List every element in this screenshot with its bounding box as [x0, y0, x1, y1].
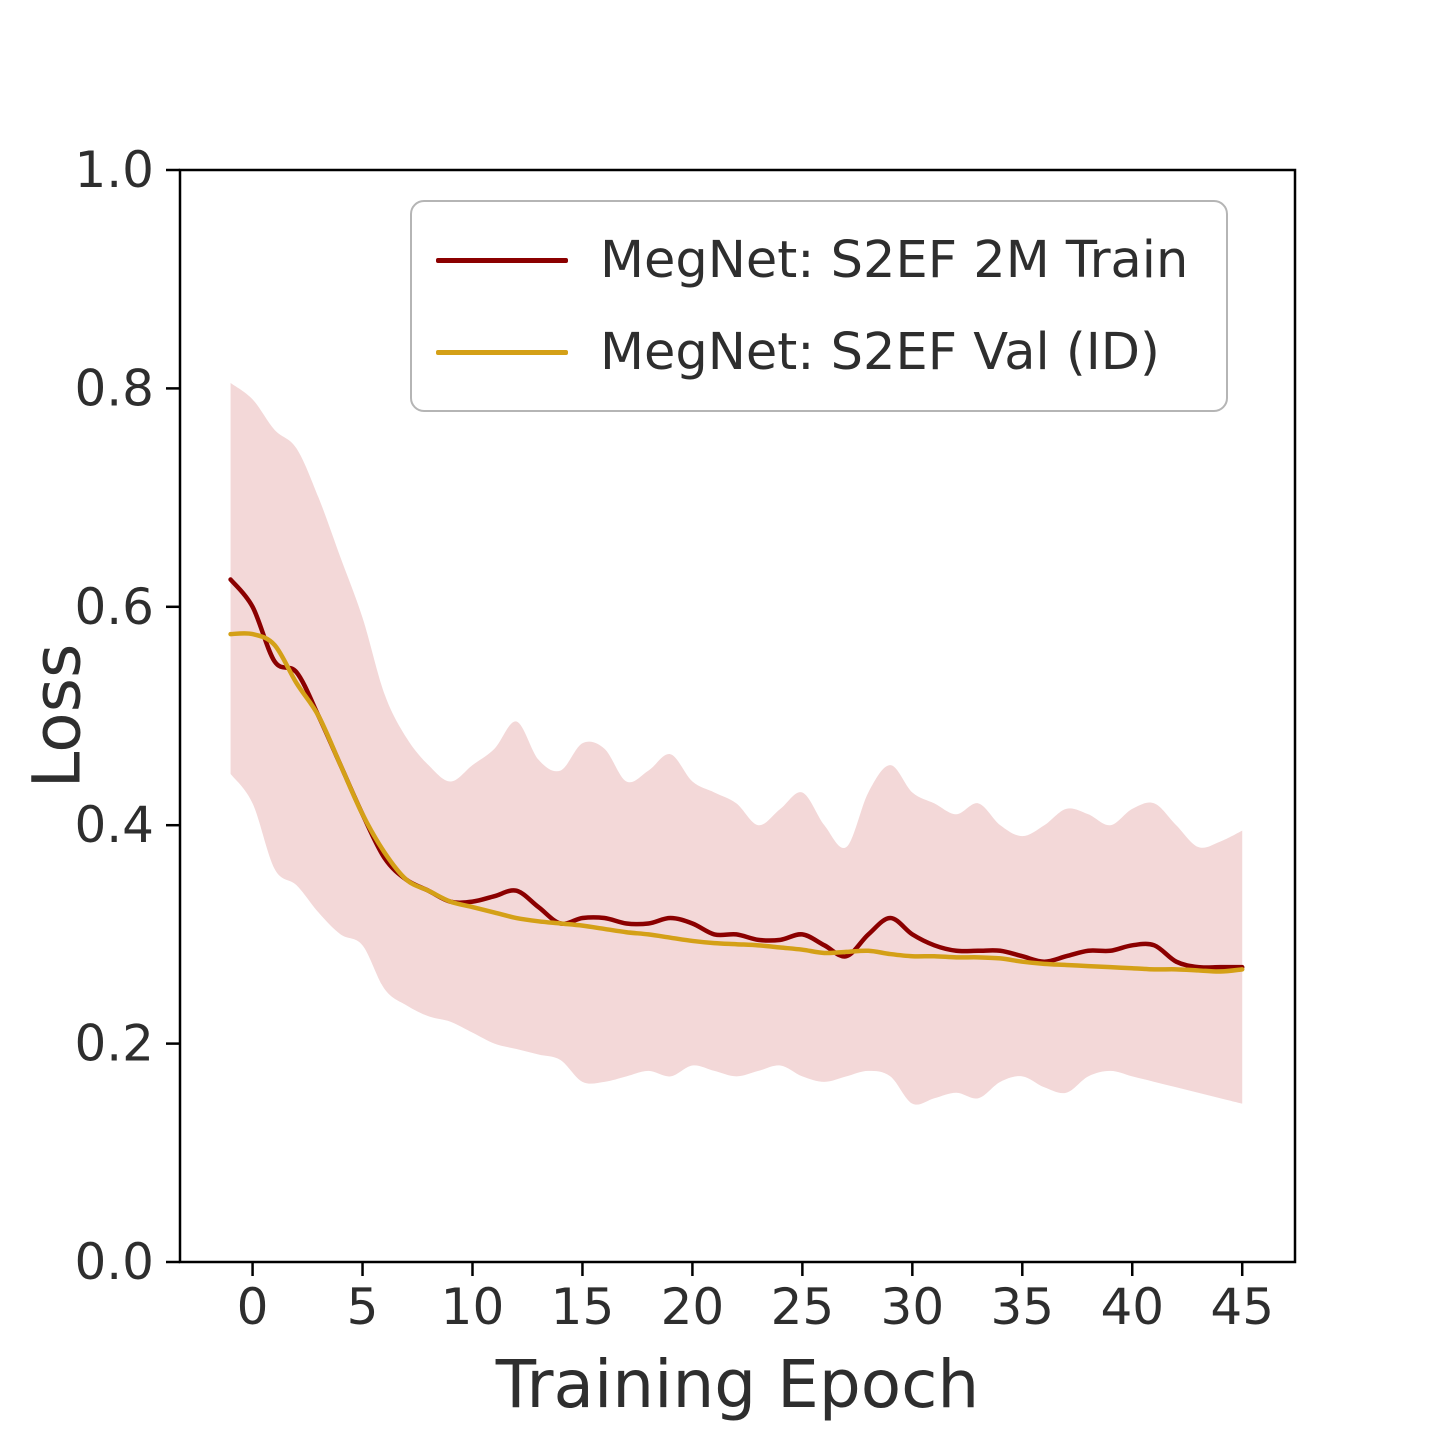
legend: MegNet: S2EF 2M Train MegNet: S2EF Val (… — [410, 200, 1229, 412]
x-tick-label: 15 — [551, 1278, 615, 1336]
x-tick-label: 5 — [347, 1278, 379, 1336]
x-tick-label: 40 — [1100, 1278, 1164, 1336]
y-tick-label: 0.2 — [74, 1015, 154, 1073]
train-std-band — [230, 382, 1243, 1105]
x-tick-label: 10 — [441, 1278, 505, 1336]
y-tick-label: 0.0 — [74, 1233, 154, 1291]
legend-label-train: MegNet: S2EF 2M Train — [600, 230, 1189, 290]
legend-item-train: MegNet: S2EF 2M Train — [436, 218, 1188, 302]
legend-label-val: MegNet: S2EF Val (ID) — [600, 322, 1160, 382]
x-axis-label: Training Epoch — [495, 1346, 980, 1423]
x-tick-label: 25 — [771, 1278, 835, 1336]
y-tick-label: 0.4 — [74, 796, 154, 854]
y-tick-label: 0.6 — [74, 578, 154, 636]
x-tick-label: 35 — [990, 1278, 1054, 1336]
x-tick-label: 20 — [661, 1278, 725, 1336]
val-line-swatch — [436, 349, 568, 355]
y-tick-label: 1.0 — [74, 141, 154, 199]
x-tick-label: 45 — [1210, 1278, 1274, 1336]
legend-item-val: MegNet: S2EF Val (ID) — [436, 310, 1188, 394]
plot-border — [178, 168, 1297, 1264]
y-tick-label: 0.8 — [74, 359, 154, 417]
x-tick-label: 0 — [237, 1278, 269, 1336]
train-line-swatch — [436, 257, 568, 263]
y-axis-label: Loss — [18, 643, 96, 789]
x-tick-label: 30 — [881, 1278, 945, 1336]
series-line-val — [228, 631, 1245, 974]
